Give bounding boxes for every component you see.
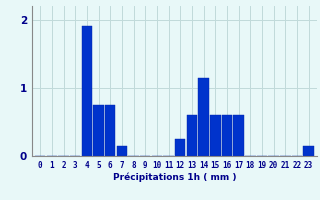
Bar [82,26,92,156]
Bar [303,146,314,156]
X-axis label: Précipitations 1h ( mm ): Précipitations 1h ( mm ) [113,173,236,182]
Bar [116,146,127,156]
Bar [222,115,232,156]
Bar [93,105,104,156]
Bar [175,139,186,156]
Bar [233,115,244,156]
Bar [187,115,197,156]
Bar [210,115,220,156]
Bar [105,105,116,156]
Bar [198,78,209,156]
